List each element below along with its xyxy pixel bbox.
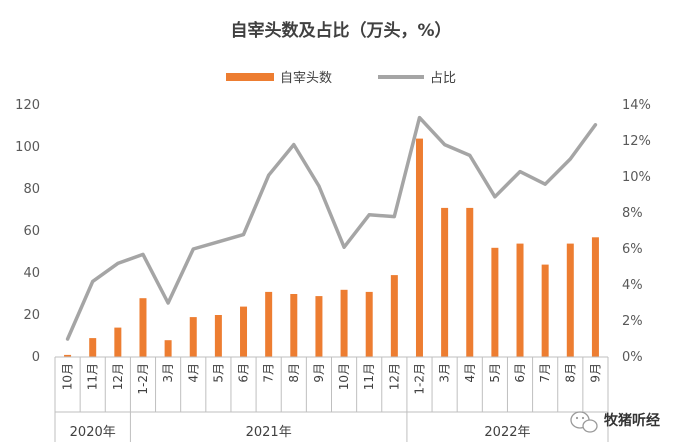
x-tick-label: 3月 xyxy=(438,363,452,383)
y-right-tick-label: 6% xyxy=(622,242,643,257)
line-point xyxy=(242,233,246,237)
line-point xyxy=(493,195,497,199)
line-point xyxy=(141,252,145,256)
y-right-tick-label: 14% xyxy=(622,98,651,113)
bar-series xyxy=(64,138,599,357)
x-tick-label: 1-2月 xyxy=(413,363,427,395)
bar xyxy=(441,207,449,357)
x-tick-label: 6月 xyxy=(513,363,527,383)
line-point xyxy=(66,337,70,341)
right-axis: 0% 2% 4% 6% 8% 10% 12% 14% xyxy=(622,98,651,365)
y-left-tick-label: 100 xyxy=(15,140,40,155)
x-tick-label: 10月 xyxy=(337,363,351,390)
line-point xyxy=(367,213,371,217)
x-tick-label: 5月 xyxy=(211,363,225,383)
line-point xyxy=(292,143,296,147)
line-point xyxy=(593,123,597,127)
bar xyxy=(516,243,524,357)
year-label: 2020年 xyxy=(70,425,116,440)
x-tick-label: 8月 xyxy=(287,363,301,383)
bar xyxy=(214,315,222,357)
line-point xyxy=(568,157,572,161)
line-point xyxy=(543,182,547,186)
x-tick-label: 10月 xyxy=(61,363,75,390)
y-left-tick-label: 0 xyxy=(32,350,40,365)
line-point xyxy=(443,143,447,147)
legend-label-bar: 自宰头数 xyxy=(280,70,332,86)
line-point xyxy=(417,116,421,120)
line-point xyxy=(191,247,195,251)
y-right-tick-label: 12% xyxy=(622,134,651,149)
y-right-tick-label: 2% xyxy=(622,314,643,329)
bar xyxy=(466,207,474,357)
line-point xyxy=(166,301,170,305)
x-tick-label: 12月 xyxy=(111,363,125,390)
x-tick-label: 5月 xyxy=(488,363,502,383)
bar xyxy=(365,291,373,357)
x-tick-label: 4月 xyxy=(463,363,477,383)
x-tick-label: 8月 xyxy=(563,363,577,383)
bar xyxy=(189,317,197,357)
year-label: 2021年 xyxy=(246,425,292,440)
x-axis: 10月 11月 12月 1-2月 3月 4月 5月 6月 7月 8月 9月 10月 11月 12月 1-2月… xyxy=(54,356,609,442)
line-path xyxy=(65,115,598,341)
bar xyxy=(315,296,323,357)
y-left-tick-label: 80 xyxy=(23,182,40,197)
line-point xyxy=(468,153,472,157)
bar xyxy=(64,354,72,357)
bar xyxy=(390,275,398,357)
bar xyxy=(566,243,574,357)
y-left-tick-label: 60 xyxy=(23,224,40,239)
y-left-tick-label: 120 xyxy=(15,98,40,113)
line-point xyxy=(216,240,220,244)
line-series xyxy=(65,115,598,341)
bar xyxy=(491,247,499,357)
y-right-tick-label: 10% xyxy=(622,170,651,185)
y-left-tick-label: 40 xyxy=(23,266,40,281)
y-right-tick-label: 8% xyxy=(622,206,643,221)
line-point xyxy=(342,245,346,249)
watermark: 牧猪听经 xyxy=(570,411,660,433)
x-tick-label: 12月 xyxy=(387,363,401,390)
wechat-icon xyxy=(570,411,598,433)
line-point xyxy=(392,215,396,219)
bar xyxy=(591,237,599,357)
bar xyxy=(541,264,549,357)
line-point xyxy=(267,173,271,177)
bar xyxy=(139,298,147,357)
left-axis: 0 20 40 60 80 100 120 xyxy=(15,98,40,365)
line-point xyxy=(91,279,95,283)
bar xyxy=(114,327,122,357)
x-tick-label: 3月 xyxy=(161,363,175,383)
bar xyxy=(290,294,298,357)
chart-title: 自宰头数及占比（万头，%） xyxy=(230,20,451,41)
line-point xyxy=(116,261,120,265)
legend: 自宰头数 占比 xyxy=(226,70,456,86)
line-point xyxy=(317,184,321,188)
x-tick-label: 9月 xyxy=(588,363,602,383)
bar xyxy=(89,338,97,357)
x-tick-label: 9月 xyxy=(312,363,326,383)
bar xyxy=(240,306,248,357)
line-point xyxy=(518,170,522,174)
y-right-tick-label: 4% xyxy=(622,278,643,293)
x-tick-label: 11月 xyxy=(362,363,376,390)
bar xyxy=(164,340,172,357)
legend-label-line: 占比 xyxy=(430,71,456,86)
y-right-tick-label: 0% xyxy=(622,350,643,365)
x-tick-label: 4月 xyxy=(186,363,200,383)
x-tick-label: 11月 xyxy=(86,363,100,390)
x-tick-label: 6月 xyxy=(237,363,251,383)
watermark-text: 牧猪听经 xyxy=(604,412,660,429)
x-tick-label: 1-2月 xyxy=(136,363,150,395)
bar xyxy=(340,289,348,357)
x-tick-label: 7月 xyxy=(538,363,552,383)
x-tick-label: 7月 xyxy=(262,363,276,383)
bar xyxy=(415,138,423,357)
y-left-tick-label: 20 xyxy=(23,308,40,323)
bar xyxy=(265,291,273,357)
year-label: 2022年 xyxy=(484,425,530,440)
legend-bar-swatch xyxy=(226,73,274,81)
